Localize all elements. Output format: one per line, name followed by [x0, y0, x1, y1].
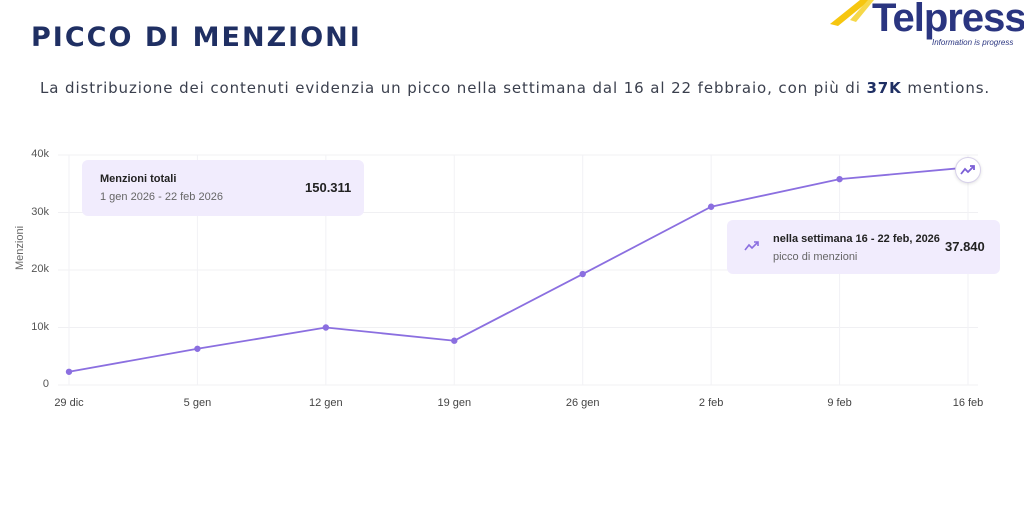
subtitle-highlight: 37K	[866, 79, 902, 97]
y-tick-label: 30k	[31, 205, 49, 218]
peak-week-subtitle: picco di menzioni	[773, 251, 858, 263]
x-tick-label: 12 gen	[309, 397, 343, 409]
total-mentions-value: 150.311	[305, 180, 352, 195]
page-title: PICCO DI MENZIONI	[31, 22, 362, 53]
y-tick-label: 40k	[31, 148, 49, 160]
data-point[interactable]	[707, 203, 715, 210]
sun-rays-icon	[830, 0, 874, 26]
x-tick-label: 16 feb	[952, 397, 984, 409]
total-mentions-card: Menzioni totali 1 gen 2026 - 22 feb 2026…	[82, 160, 364, 216]
peak-week-value: 37.840	[945, 239, 985, 254]
data-point[interactable]	[194, 345, 201, 352]
data-point[interactable]	[579, 270, 586, 278]
peak-week-title: nella settimana 16 - 22 feb, 2026	[773, 233, 940, 245]
x-tick-label: 9 feb	[827, 397, 852, 409]
x-tick-label: 2 feb	[698, 397, 724, 409]
peak-marker	[955, 157, 981, 183]
subtitle-tail: mentions.	[901, 79, 991, 97]
trending-up-icon	[960, 165, 975, 175]
y-tick-label: 0	[42, 378, 49, 390]
logo-wordmark: Telpress	[872, 0, 1024, 40]
subtitle-text: La distribuzione dei contenuti evidenzia…	[40, 79, 867, 97]
total-mentions-range: 1 gen 2026 - 22 feb 2026	[100, 191, 223, 203]
trending-up-icon	[744, 241, 759, 251]
x-tick-label: 5 gen	[183, 397, 212, 409]
data-point[interactable]	[836, 175, 843, 183]
x-tick-label: 29 dic	[54, 397, 84, 409]
data-point[interactable]	[451, 337, 458, 344]
data-point[interactable]	[322, 324, 330, 331]
y-tick-label: 10k	[31, 320, 49, 333]
y-axis-label: Menzioni	[14, 225, 26, 270]
page-subtitle: La distribuzione dei contenuti evidenzia…	[40, 79, 990, 97]
total-mentions-title: Menzioni totali	[100, 173, 177, 185]
mentions-series-line	[68, 166, 969, 373]
telpress-logo: Telpress Information is progress	[830, 0, 1024, 50]
y-tick-label: 20k	[31, 263, 49, 275]
x-tick-label: 26 gen	[565, 397, 600, 409]
logo-tagline: Information is progress	[932, 38, 1014, 47]
data-point[interactable]	[65, 368, 73, 375]
x-tick-label: 19 gen	[437, 397, 472, 409]
peak-week-card: nella settimana 16 - 22 feb, 2026 picco …	[727, 220, 1000, 274]
